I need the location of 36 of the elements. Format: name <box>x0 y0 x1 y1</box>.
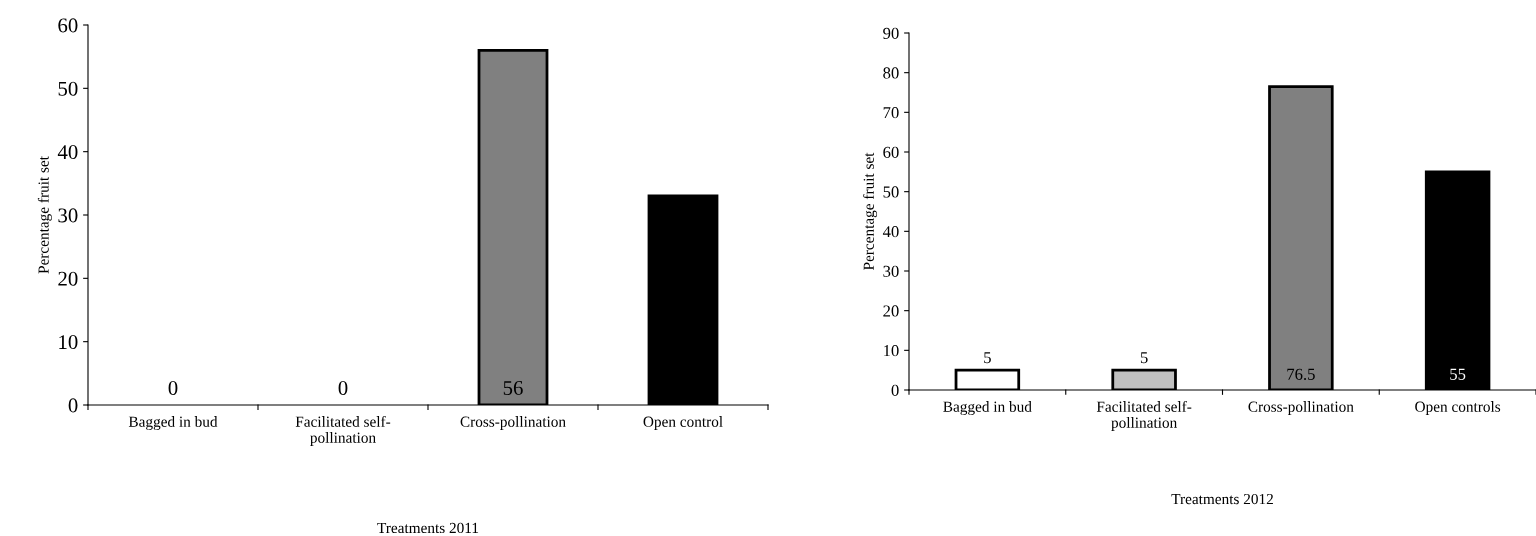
data-label: 76.5 <box>1287 368 1315 380</box>
x-tick-label: Open control <box>643 416 723 430</box>
y-tick-label: 40 <box>882 226 899 238</box>
data-label: 56 <box>503 381 523 396</box>
data-label: 5 <box>984 352 991 364</box>
x-tick-label: Open controls <box>1415 401 1501 415</box>
y-axis-title: Percentage fruit set <box>863 152 878 271</box>
y-tick-label: 10 <box>59 335 78 350</box>
y-tick-label: 0 <box>68 398 78 413</box>
y-tick-label: 30 <box>883 265 899 277</box>
x-axis-title: Treatments 2012 <box>1171 493 1273 505</box>
y-tick-label: 10 <box>884 345 899 357</box>
x-axis-title: Treatments 2011 <box>377 522 479 534</box>
x-tick-label: Cross-pollination <box>460 416 566 430</box>
x-tick-label: Bagged in bud <box>943 401 1032 416</box>
y-tick-label: 40 <box>57 145 78 160</box>
data-label: 55 <box>1450 368 1466 380</box>
y-tick-label: 0 <box>891 384 899 396</box>
data-label: 0 <box>168 380 178 396</box>
y-tick-label: 70 <box>883 107 899 119</box>
data-label: 0 <box>338 380 348 396</box>
x-tick-label: Cross-pollination <box>1248 401 1354 415</box>
x-tick-label: Facilitated self- pollination <box>1096 400 1192 431</box>
y-tick-label: 50 <box>58 81 78 96</box>
y-tick-label: 20 <box>883 305 899 317</box>
y-tick-label: 50 <box>883 186 899 198</box>
y-tick-label: 80 <box>883 67 899 79</box>
y-tick-label: 60 <box>58 18 78 33</box>
y-tick-label: 90 <box>883 27 899 39</box>
x-tick-label: Bagged in bud <box>128 416 218 431</box>
y-tick-label: 60 <box>883 146 899 158</box>
y-tick-label: 30 <box>58 208 78 223</box>
x-tick-label: Facilitated self- pollination <box>295 415 391 446</box>
y-tick-label: 20 <box>58 271 78 286</box>
data-label: 5 <box>1140 352 1148 364</box>
y-axis-title: Percentage fruit set <box>37 156 52 274</box>
